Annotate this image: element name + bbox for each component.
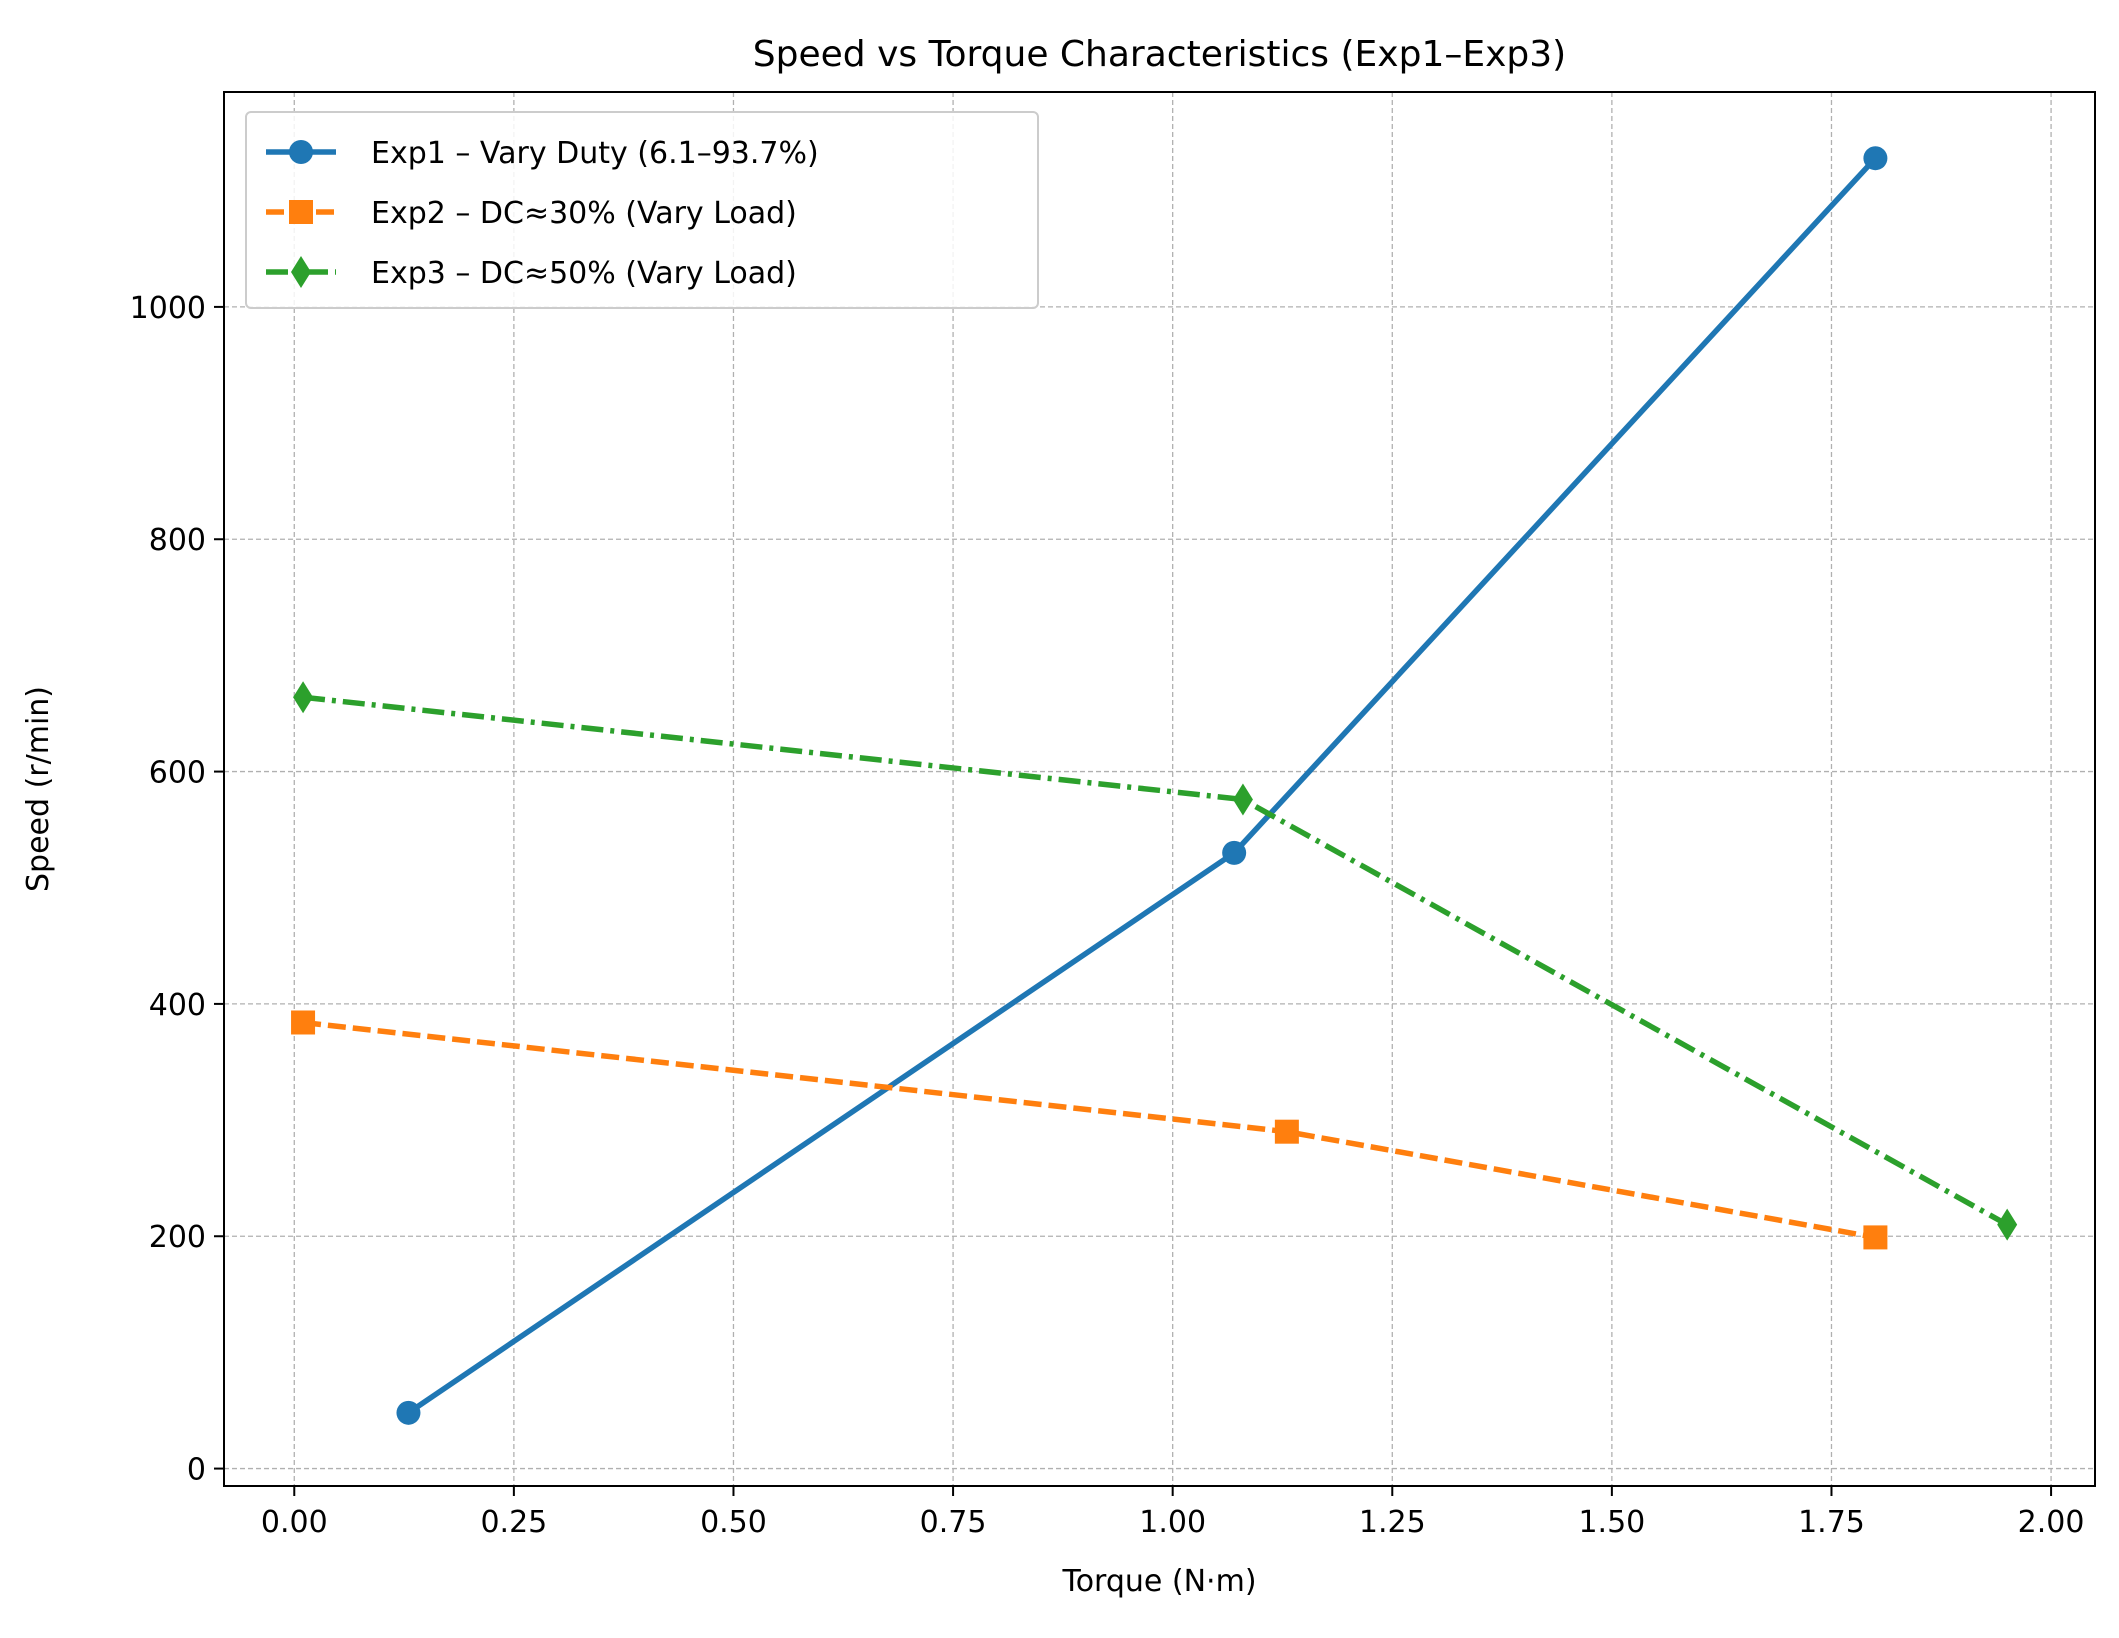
grid [224,92,2095,1486]
x-tick-label: 0.00 [261,1505,328,1540]
x-tick-label: 0.25 [480,1505,547,1540]
y-tick-label: 400 [149,988,206,1023]
legend-marker [289,200,313,224]
x-tick-label: 1.00 [1139,1505,1206,1540]
legend-label: Exp2 – DC≈30% (Vary Load) [371,196,797,231]
series-1 [396,146,1888,1425]
legend-marker [289,140,313,164]
data-point [1274,1119,1299,1144]
y-tick-label: 1000 [130,291,206,326]
data-point [1863,146,1888,171]
legend-marker [291,256,311,288]
y-tick-label: 200 [149,1220,206,1255]
legend-box [245,111,1039,309]
axis-ticks: 0.00 0.25 0.50 0.75 1.00 1.25 1.50 1.75 2.00 0 200… [130,291,2085,1540]
series-2 [291,1010,1888,1250]
y-tick-label: 600 [149,756,206,791]
data-point [1863,1225,1888,1250]
plot-series [291,146,2018,1425]
x-axis-title: Torque (N·m) [1061,1564,1256,1599]
y-tick-label: 800 [149,523,206,558]
x-tick-label: 0.75 [920,1505,987,1540]
data-point [396,1400,421,1425]
legend: Exp1 – Vary Duty (6.1–93.7%) Exp2 – DC≈30… [245,111,1039,309]
data-point [1232,783,1253,816]
data-point [1222,840,1247,865]
x-tick-label: 1.75 [1798,1505,1865,1540]
x-tick-label: 0.50 [700,1505,767,1540]
data-point [291,1010,316,1035]
series-3 [293,681,2018,1241]
plot-frame [223,91,2096,1487]
y-tick-label: 0 [187,1453,206,1488]
x-tick-label: 1.25 [1359,1505,1426,1540]
legend-label: Exp1 – Vary Duty (6.1–93.7%) [371,136,819,171]
data-point [1997,1208,2018,1241]
y-axis-title: Speed (r/min) [21,686,56,892]
chart-title: Speed vs Torque Characteristics (Exp1–Ex… [753,34,1566,75]
x-tick-label: 1.50 [1578,1505,1645,1540]
series-line [302,694,2009,1228]
data-point [293,681,314,714]
x-tick-label: 2.00 [2018,1505,2085,1540]
legend-label: Exp3 – DC≈50% (Vary Load) [371,256,797,291]
